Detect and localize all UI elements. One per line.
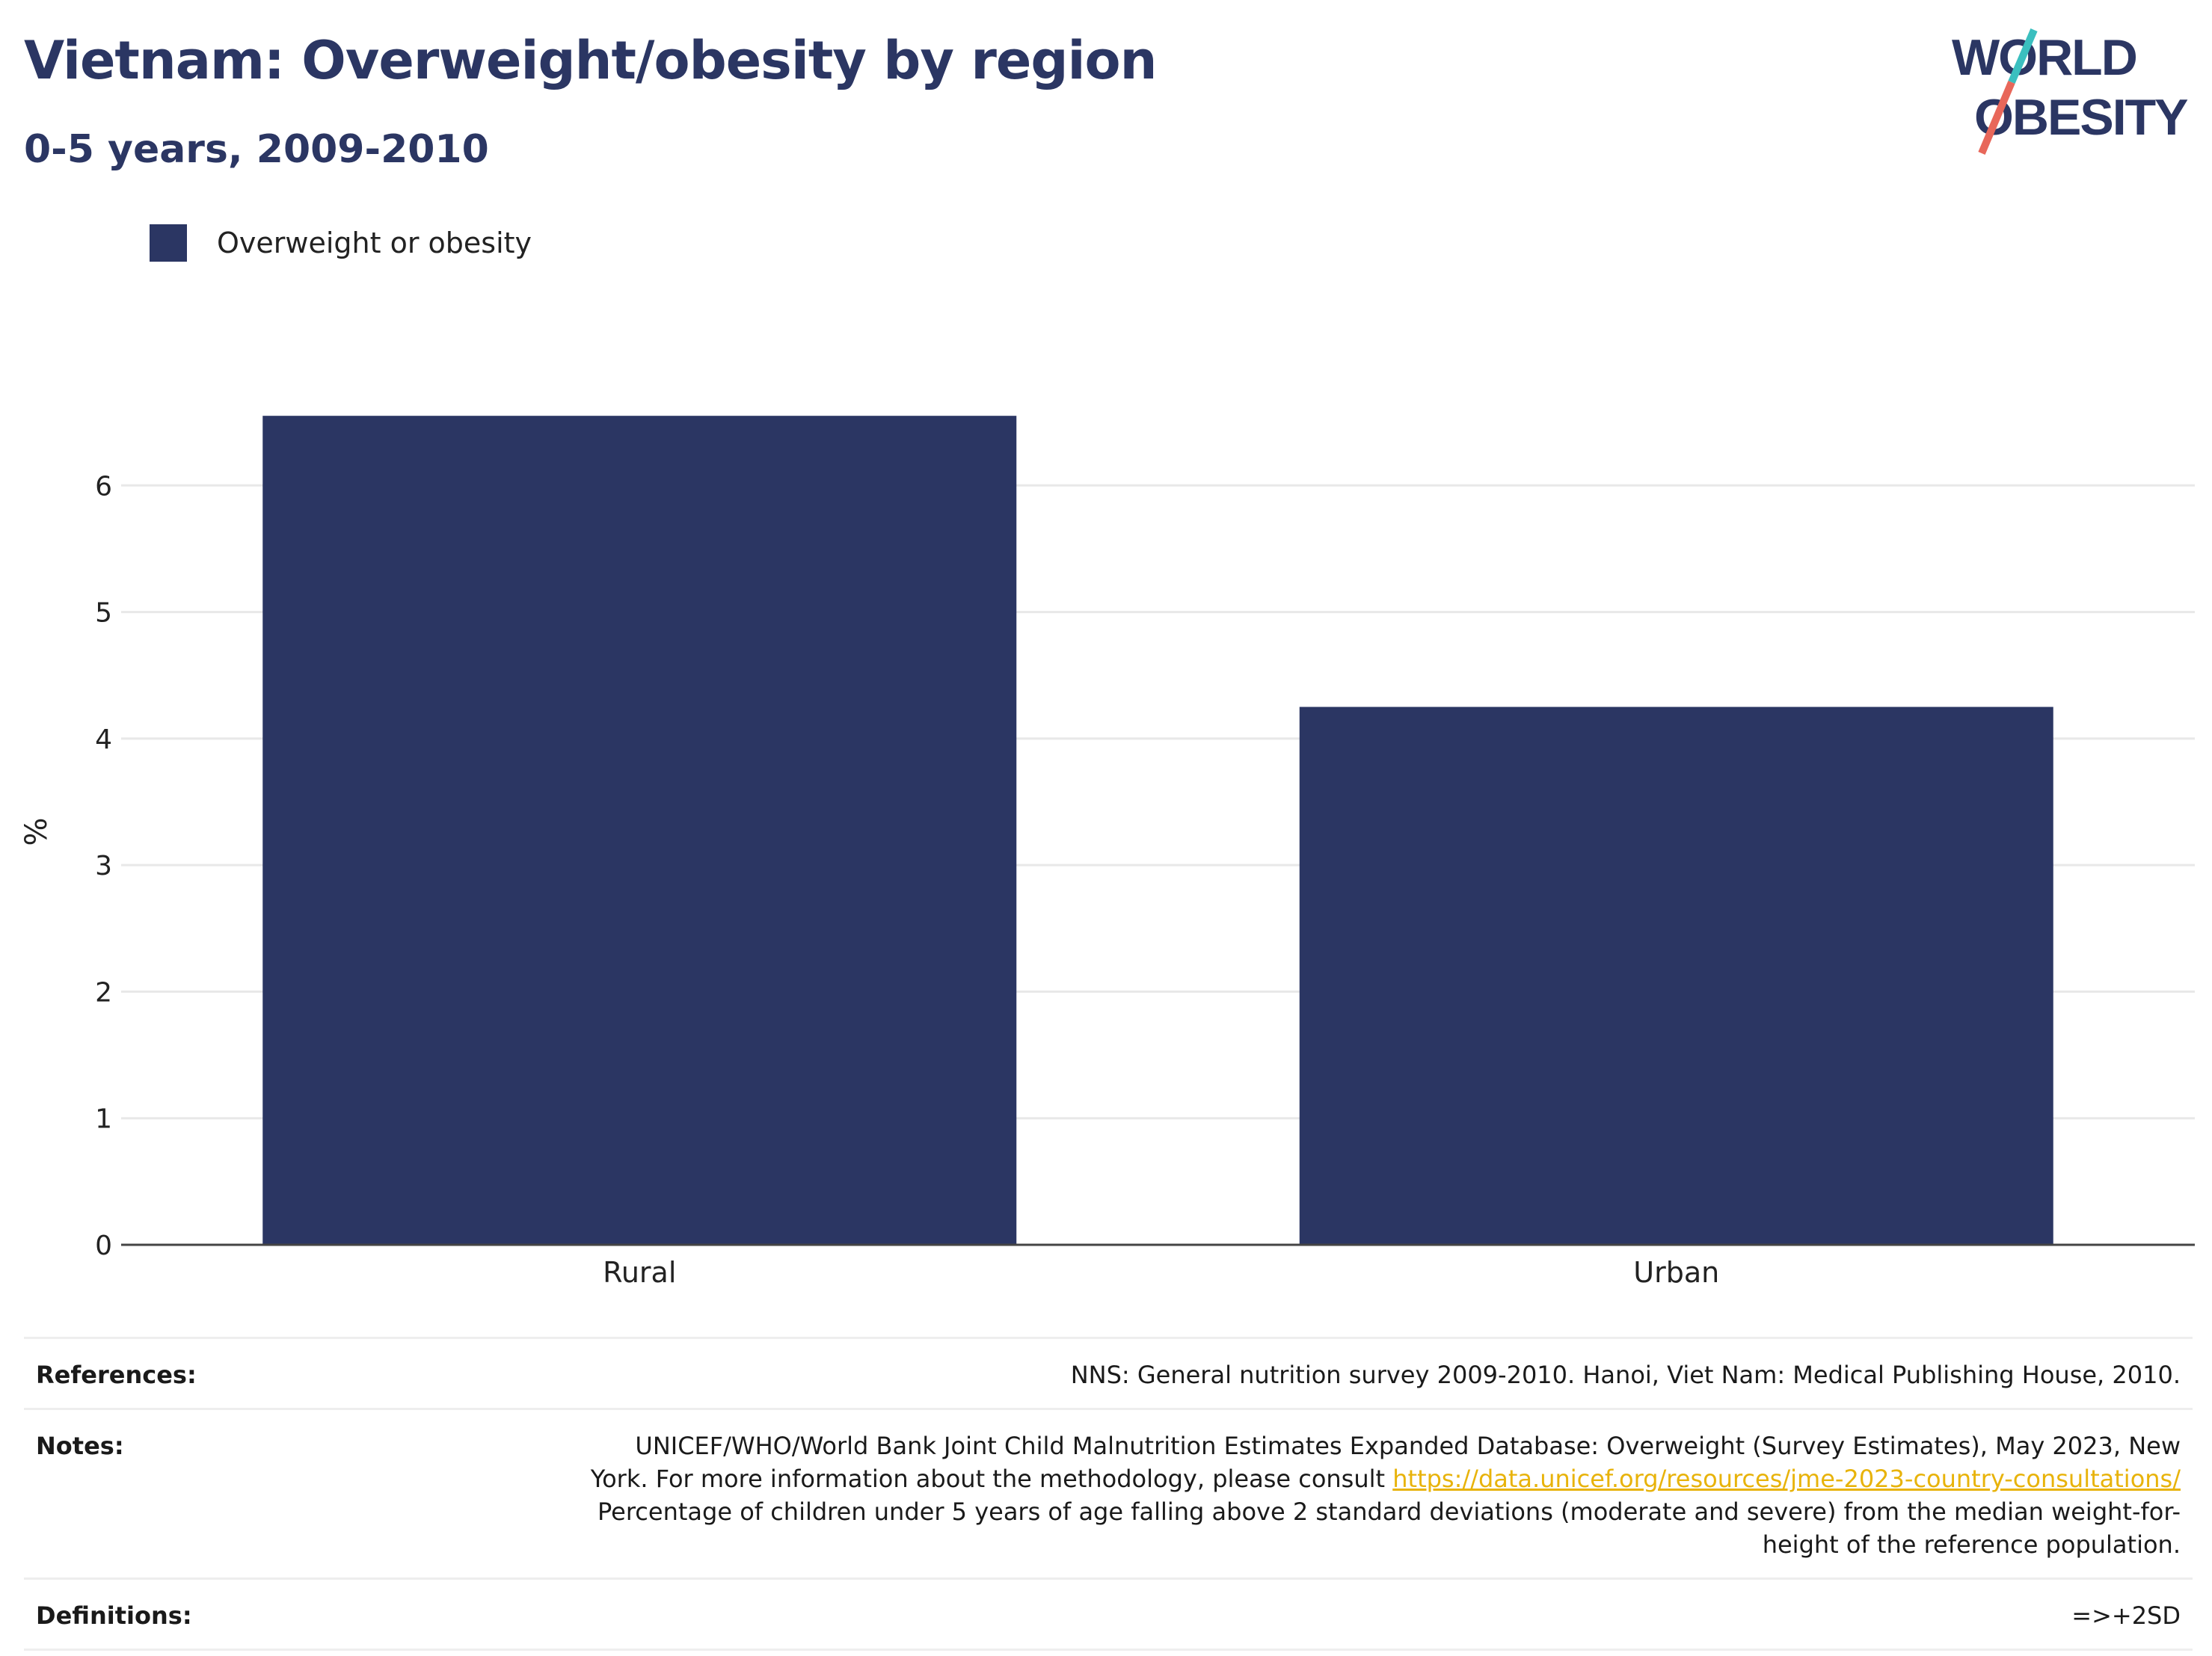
notes-line-4: height of the reference population. xyxy=(1762,1530,2181,1559)
references-row: References: NNS: General nutrition surve… xyxy=(24,1337,2193,1408)
legend-swatch xyxy=(150,224,187,262)
notes-link[interactable]: https://data.unicef.org/resources/jme-20… xyxy=(1392,1465,2181,1493)
y-axis-title: % xyxy=(19,817,54,846)
definitions-text: =>+2SD xyxy=(2071,1601,2181,1630)
notes-line-1: UNICEF/WHO/World Bank Joint Child Malnut… xyxy=(635,1432,2181,1460)
legend[interactable]: Overweight or obesity xyxy=(150,224,532,262)
references-label: References: xyxy=(36,1361,197,1389)
y-tick-label-0: 0 xyxy=(95,1231,112,1261)
notes-line-2-text: York. For more information about the met… xyxy=(590,1465,1393,1493)
chart-subtitle: 0-5 years, 2009-2010 xyxy=(24,127,489,172)
y-tick-label-3: 3 xyxy=(95,851,112,881)
references-text: NNS: General nutrition survey 2009-2010.… xyxy=(1070,1361,2181,1389)
y-tick-label-1: 1 xyxy=(95,1104,112,1135)
notes-text: UNICEF/WHO/World Bank Joint Child Malnut… xyxy=(335,1429,2181,1561)
logo-slash-top xyxy=(2008,28,2038,84)
bar-chart: 0 1 2 3 4 5 6 Rural Urban% xyxy=(19,416,2195,1289)
bar-rural xyxy=(262,416,1017,1245)
bar-urban xyxy=(1299,707,2053,1245)
definitions-label: Definitions: xyxy=(36,1601,192,1630)
footer-table: References: NNS: General nutrition surve… xyxy=(24,1337,2193,1651)
definitions-row: Definitions: =>+2SD xyxy=(24,1577,2193,1651)
y-tick-label-4: 4 xyxy=(95,724,112,755)
chart-title: Vietnam: Overweight/obesity by region xyxy=(24,30,1157,91)
notes-row: Notes: UNICEF/WHO/World Bank Joint Child… xyxy=(24,1408,2193,1577)
y-tick-label-5: 5 xyxy=(95,598,112,629)
logo-text-world: WORLD xyxy=(1952,29,2136,86)
logo-text-obesity: OBESITY xyxy=(1974,89,2188,146)
notes-line-2: York. For more information about the met… xyxy=(335,1462,2181,1495)
world-obesity-logo: WORLD OBESITY xyxy=(1952,28,2190,155)
y-tick-label-2: 2 xyxy=(95,977,112,1008)
logo-slash-bottom xyxy=(1978,81,2015,155)
y-tick-label-6: 6 xyxy=(95,471,112,502)
notes-label: Notes: xyxy=(36,1432,124,1460)
x-tick-label-urban: Urban xyxy=(1633,1256,1719,1289)
legend-label: Overweight or obesity xyxy=(217,227,532,259)
x-tick-label-rural: Rural xyxy=(603,1256,676,1289)
notes-line-3: Percentage of children under 5 years of … xyxy=(597,1498,2181,1526)
